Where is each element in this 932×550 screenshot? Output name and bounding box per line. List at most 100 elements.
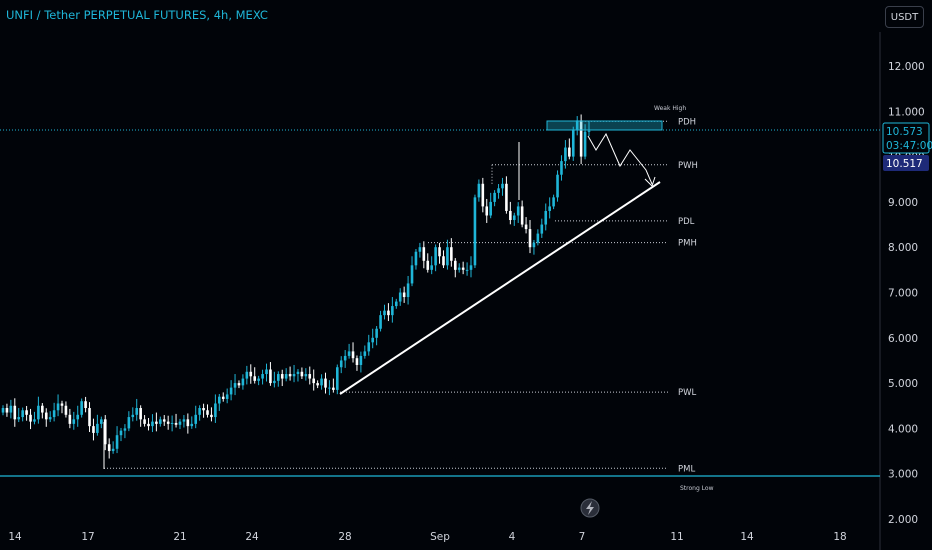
- candle-body: [80, 401, 83, 415]
- candle-body: [135, 408, 139, 415]
- level-label: PDL: [678, 217, 695, 227]
- x-tick-label: 14: [8, 531, 22, 543]
- candle-body: [359, 355, 363, 365]
- level-label: PWL: [678, 388, 697, 398]
- candle-body: [493, 192, 496, 202]
- candle-body: [481, 183, 485, 207]
- candle-body: [25, 410, 28, 415]
- candle-body: [332, 387, 335, 390]
- candle-body: [469, 265, 473, 270]
- candle-body: [485, 206, 489, 216]
- candle-body: [410, 265, 414, 284]
- candle-body: [174, 422, 178, 425]
- candle-body: [37, 405, 40, 420]
- projected-path-arrowhead: [644, 176, 656, 187]
- candle-body: [505, 183, 508, 211]
- candle-body: [253, 376, 257, 381]
- last-price-badge-value: 10.517: [886, 158, 923, 170]
- candle-body: [225, 394, 229, 399]
- candle-body: [186, 419, 190, 427]
- candle-body: [17, 417, 21, 420]
- candle-body: [221, 396, 225, 399]
- y-tick-label: 8.000: [888, 242, 918, 254]
- candle-body: [111, 448, 115, 452]
- candle-body: [402, 292, 406, 298]
- candle-body: [575, 120, 579, 130]
- candle-body: [465, 269, 469, 271]
- candle-body: [233, 383, 237, 388]
- last-price-badge-box: [883, 155, 929, 171]
- y-tick-label: 9.000: [888, 197, 918, 209]
- candle-body: [162, 419, 166, 422]
- candle-body: [198, 408, 201, 415]
- x-tick-label: 4: [509, 531, 516, 543]
- candle-body: [312, 378, 315, 384]
- candle-body: [347, 351, 351, 356]
- currency-button[interactable]: USDT: [885, 6, 924, 28]
- candle-body: [587, 130, 591, 132]
- candle-body: [300, 371, 304, 377]
- candle-body: [210, 414, 213, 418]
- price-badge-countdown: 03:47:00: [886, 140, 932, 152]
- candle-body: [418, 247, 422, 252]
- candle-body: [583, 131, 587, 157]
- y-tick-label: 3.000: [888, 469, 918, 481]
- candle-body: [371, 337, 374, 343]
- candle-body: [96, 423, 99, 433]
- candle-body: [284, 374, 288, 379]
- candle-body: [182, 419, 186, 422]
- candle-body: [394, 301, 398, 307]
- candle-body: [501, 183, 504, 189]
- candle-body: [261, 374, 264, 379]
- candle-body: [1, 408, 5, 413]
- y-tick-label: 4.000: [888, 423, 918, 435]
- candle-body: [461, 267, 465, 270]
- strong-low-note: Strong Low: [680, 485, 714, 492]
- candle-body: [273, 380, 276, 384]
- candle-body: [92, 426, 95, 433]
- candle-body: [422, 247, 426, 261]
- candle-body: [524, 224, 528, 230]
- candle-body: [166, 421, 170, 424]
- candle-body: [143, 419, 146, 424]
- alert-icon[interactable]: [580, 498, 600, 518]
- candle-body: [214, 403, 217, 418]
- candle-body: [178, 421, 182, 425]
- candle-body: [383, 310, 386, 316]
- candle-body: [115, 435, 119, 449]
- time-axis[interactable]: 14 17 21 24 28 Sep 4 7 11 14 18: [8, 531, 846, 543]
- candle-body: [489, 201, 492, 216]
- candle-body: [363, 351, 367, 356]
- drawings-layer: Weak High Strong Low: [0, 105, 880, 492]
- last-price-badge: 10.517: [883, 155, 929, 171]
- projected-path-arrow: [587, 132, 653, 185]
- candle-body: [339, 360, 343, 368]
- level-label: PML: [678, 464, 695, 474]
- candle-body: [509, 210, 512, 221]
- candle-body: [155, 421, 158, 424]
- supply-zone: [546, 120, 663, 131]
- x-tick-label: Sep: [430, 531, 450, 543]
- candle-body: [245, 371, 249, 379]
- price-badge-box: [882, 122, 930, 154]
- candle-body: [277, 374, 280, 381]
- candle-body: [194, 414, 198, 424]
- x-tick-label: 28: [338, 531, 351, 543]
- candle-body: [292, 374, 296, 377]
- candle-body: [355, 358, 359, 365]
- candle-body: [269, 369, 272, 384]
- candle-body: [540, 224, 544, 234]
- candle-body: [548, 206, 551, 211]
- candle-body: [320, 378, 323, 386]
- candle-body: [280, 374, 284, 379]
- candle-body: [257, 378, 260, 381]
- candle-body: [241, 378, 245, 386]
- price-axis[interactable]: 12.00011.00010.0009.0008.0007.0006.0005.…: [888, 61, 925, 526]
- candle-body: [442, 256, 445, 266]
- y-tick-label: 6.000: [888, 333, 918, 345]
- candle-body: [532, 242, 536, 248]
- candle-body: [33, 419, 36, 422]
- candle-body: [218, 396, 221, 404]
- candle-body: [438, 247, 441, 257]
